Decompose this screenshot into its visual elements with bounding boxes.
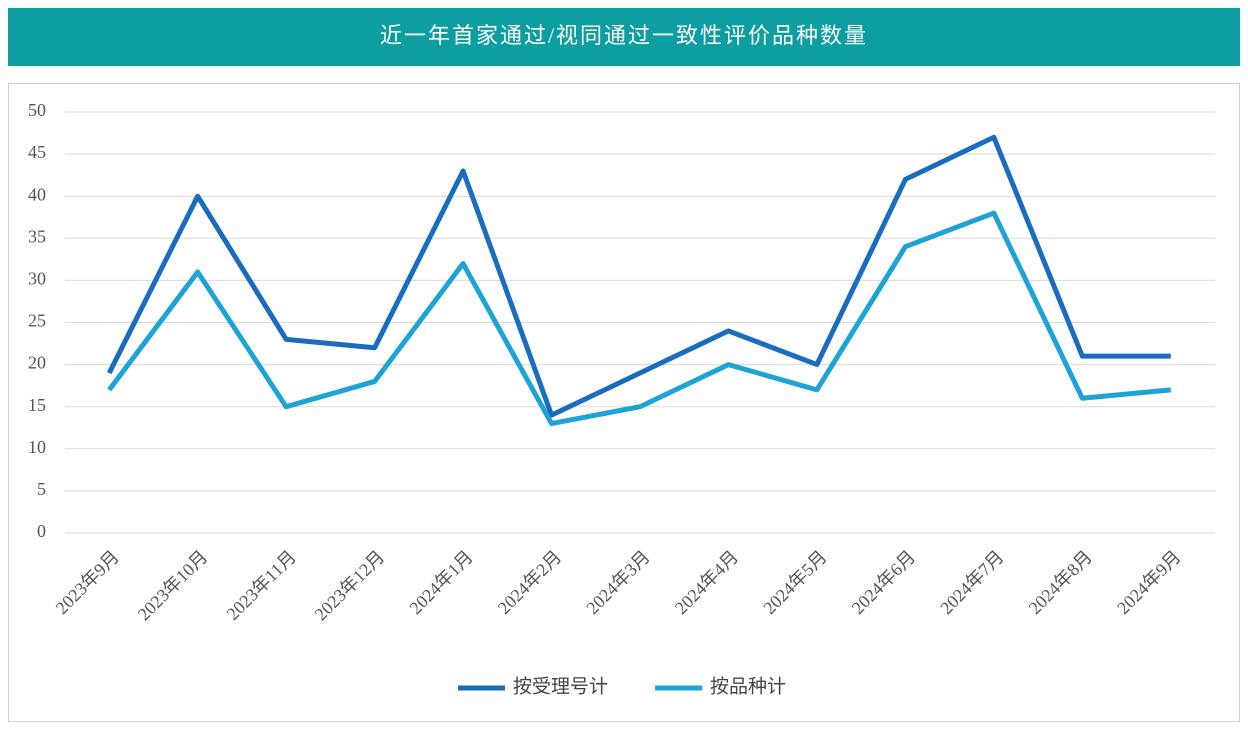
legend-label: 按受理号计 [513,675,608,697]
y-tick-label: 0 [37,521,46,541]
y-tick-label: 40 [28,184,46,204]
chart-frame [8,83,1240,722]
y-tick-label: 10 [28,437,46,457]
x-tick-label: 2023年9月 [52,547,123,618]
y-tick-label: 15 [28,395,46,415]
x-tick-label: 2024年4月 [671,547,742,618]
legend-label: 按品种计 [710,675,786,697]
x-tick-label: 2024年5月 [759,547,830,618]
y-tick-label: 45 [28,142,46,162]
x-tick-label: 2024年3月 [582,547,653,618]
x-tick-label: 2024年2月 [494,547,565,618]
y-tick-label: 5 [37,479,46,499]
x-tick-label: 2024年6月 [848,547,919,618]
x-tick-label: 2024年1月 [405,547,476,618]
y-tick-label: 20 [28,353,46,373]
y-tick-label: 30 [28,269,46,289]
chart-title: 近一年首家通过/视同通过一致性评价品种数量 [380,23,868,48]
x-tick-label: 2024年8月 [1025,547,1096,618]
y-tick-label: 35 [28,226,46,246]
y-tick-label: 50 [28,100,46,120]
title-banner [8,8,1240,66]
x-tick-label: 2023年12月 [311,547,389,625]
series-line [107,210,1172,427]
x-tick-label: 2023年11月 [223,547,300,624]
x-tick-label: 2023年10月 [134,547,212,625]
x-tick-label: 2024年7月 [936,547,1007,618]
y-tick-label: 25 [28,311,46,331]
x-tick-label: 2024年9月 [1113,547,1184,618]
series-line [106,134,1171,418]
